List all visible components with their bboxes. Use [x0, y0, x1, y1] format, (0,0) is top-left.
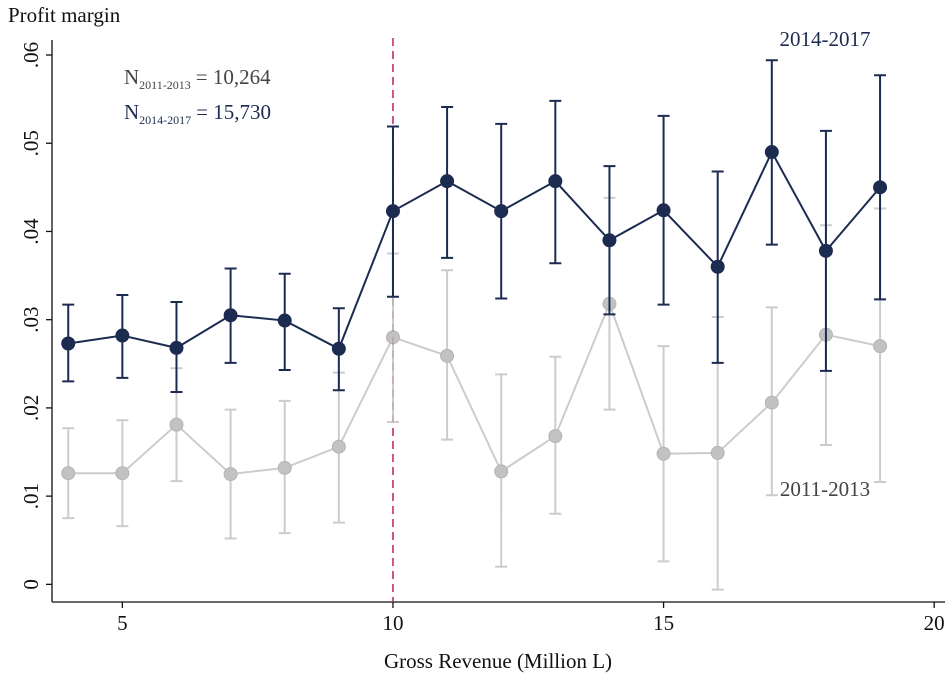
x-tick-label: 10	[382, 611, 403, 635]
point	[223, 467, 238, 482]
y-tick-label: .04	[19, 218, 43, 245]
point	[656, 203, 671, 218]
point	[115, 328, 130, 343]
point	[602, 233, 617, 248]
point	[61, 466, 76, 481]
series-label: 2014-2017	[780, 27, 871, 51]
annotation-subscript: 2014-2017	[139, 113, 191, 127]
point	[710, 259, 725, 274]
annotation-subscript: 2011-2013	[139, 78, 191, 92]
point	[385, 330, 400, 345]
series	[61, 59, 888, 394]
y-tick-label: .01	[19, 483, 43, 509]
point	[494, 464, 509, 479]
point	[710, 445, 725, 460]
annotation-base: N	[124, 65, 139, 89]
point	[115, 466, 130, 481]
x-tick-label: 20	[924, 611, 945, 635]
point	[548, 429, 563, 444]
series-label: 2011-2013	[780, 477, 870, 501]
point	[818, 243, 833, 258]
y-tick-label: .05	[19, 130, 43, 156]
point	[873, 180, 888, 195]
line	[68, 301, 881, 476]
point	[331, 439, 346, 454]
y-axis-title: Profit margin	[8, 3, 121, 27]
point	[440, 174, 455, 189]
point	[764, 145, 779, 160]
point	[764, 395, 779, 410]
x-tick-label: 5	[117, 611, 128, 635]
point	[331, 341, 346, 356]
x-tick-label: 15	[653, 611, 674, 635]
point	[494, 204, 509, 219]
point	[169, 340, 184, 355]
y-tick-label: .06	[19, 42, 43, 68]
annotation-base: N	[124, 100, 139, 124]
y-tick-label: .02	[19, 395, 43, 421]
point	[873, 339, 888, 354]
point	[169, 417, 184, 432]
series	[61, 196, 888, 591]
line	[68, 149, 881, 351]
annotation: N2014-2017 = 15,730	[124, 100, 271, 127]
annotation: N2011-2013 = 10,264	[124, 65, 271, 92]
annotation-text: = 10,264	[196, 65, 271, 89]
point	[61, 336, 76, 351]
point	[223, 308, 238, 323]
point	[440, 348, 455, 363]
point	[277, 460, 292, 475]
annotation-text: = 15,730	[196, 100, 271, 124]
y-tick-label: .03	[19, 307, 43, 333]
y-tick-label: 0	[19, 579, 43, 590]
point	[277, 313, 292, 328]
point	[548, 174, 563, 189]
x-axis-title: Gross Revenue (Million L)	[384, 649, 612, 673]
point	[385, 204, 400, 219]
point	[656, 446, 671, 461]
